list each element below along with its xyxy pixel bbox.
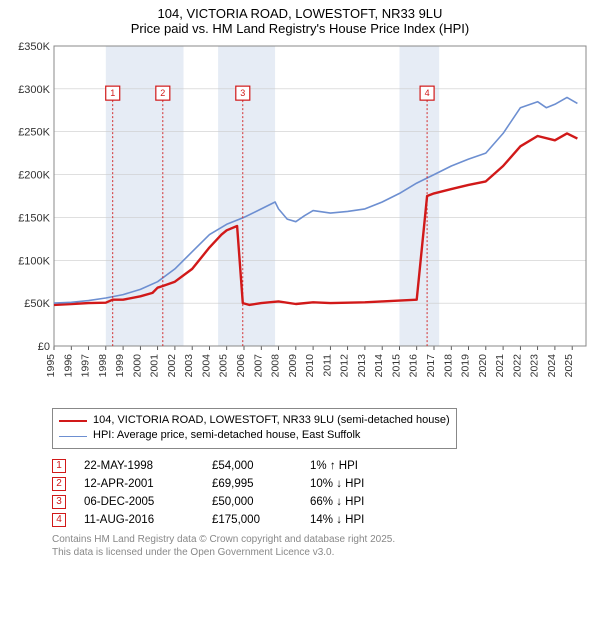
- footnote: Contains HM Land Registry data © Crown c…: [52, 533, 586, 559]
- title-address: 104, VICTORIA ROAD, LOWESTOFT, NR33 9LU: [8, 6, 592, 21]
- transaction-diff: 66% ↓ HPI: [310, 496, 410, 508]
- svg-text:2009: 2009: [287, 354, 299, 378]
- transaction-price: £54,000: [212, 460, 292, 472]
- chart: £0 £50K £100K £150K £200K £250K £300K £350K 1995…: [8, 40, 592, 400]
- svg-text:4: 4: [425, 88, 430, 98]
- svg-text:1996: 1996: [62, 354, 74, 378]
- svg-text:2015: 2015: [390, 354, 402, 378]
- svg-text:2013: 2013: [356, 354, 368, 378]
- svg-text:2020: 2020: [477, 354, 489, 378]
- transaction-row: 2 12-APR-2001 £69,995 10% ↓ HPI: [52, 477, 586, 491]
- legend-row: 104, VICTORIA ROAD, LOWESTOFT, NR33 9LU …: [59, 413, 450, 428]
- legend: 104, VICTORIA ROAD, LOWESTOFT, NR33 9LU …: [52, 408, 457, 449]
- svg-text:2021: 2021: [494, 354, 506, 378]
- svg-text:2025: 2025: [563, 354, 575, 378]
- transaction-diff: 10% ↓ HPI: [310, 478, 410, 490]
- svg-text:2016: 2016: [408, 354, 420, 378]
- transaction-date: 06-DEC-2005: [84, 496, 194, 508]
- svg-text:2019: 2019: [460, 354, 472, 378]
- svg-text:3: 3: [240, 88, 245, 98]
- legend-label: 104, VICTORIA ROAD, LOWESTOFT, NR33 9LU …: [93, 413, 450, 428]
- transaction-marker: 4: [52, 513, 66, 527]
- svg-text:2017: 2017: [425, 354, 437, 378]
- svg-text:2005: 2005: [218, 354, 230, 378]
- svg-text:2003: 2003: [183, 354, 195, 378]
- transaction-price: £175,000: [212, 514, 292, 526]
- legend-label: HPI: Average price, semi-detached house,…: [93, 428, 360, 443]
- svg-text:£50K: £50K: [24, 298, 50, 310]
- svg-text:1: 1: [110, 88, 115, 98]
- svg-text:1998: 1998: [97, 354, 109, 378]
- svg-text:1999: 1999: [114, 354, 126, 378]
- legend-swatch: [59, 436, 87, 437]
- svg-text:2022: 2022: [511, 354, 523, 378]
- svg-text:2: 2: [160, 88, 165, 98]
- svg-text:2006: 2006: [235, 354, 247, 378]
- transaction-price: £69,995: [212, 478, 292, 490]
- chart-svg: £0 £50K £100K £150K £200K £250K £300K £350K 1995…: [8, 40, 592, 400]
- transaction-marker: 3: [52, 495, 66, 509]
- svg-text:2002: 2002: [166, 354, 178, 378]
- svg-text:2018: 2018: [442, 354, 454, 378]
- transaction-row: 3 06-DEC-2005 £50,000 66% ↓ HPI: [52, 495, 586, 509]
- transaction-row: 4 11-AUG-2016 £175,000 14% ↓ HPI: [52, 513, 586, 527]
- svg-text:2012: 2012: [339, 354, 351, 378]
- svg-text:2014: 2014: [373, 354, 385, 378]
- svg-text:2011: 2011: [321, 354, 333, 377]
- svg-text:£300K: £300K: [18, 84, 50, 96]
- svg-text:2008: 2008: [270, 354, 282, 378]
- transaction-marker: 2: [52, 477, 66, 491]
- transaction-table: 1 22-MAY-1998 £54,000 1% ↑ HPI 2 12-APR-2001 £…: [52, 459, 586, 527]
- transaction-marker: 1: [52, 459, 66, 473]
- transaction-diff: 14% ↓ HPI: [310, 514, 410, 526]
- svg-text:1995: 1995: [45, 354, 57, 378]
- svg-text:£350K: £350K: [18, 41, 50, 53]
- svg-text:1997: 1997: [80, 354, 92, 378]
- legend-row: HPI: Average price, semi-detached house,…: [59, 428, 450, 443]
- transaction-row: 1 22-MAY-1998 £54,000 1% ↑ HPI: [52, 459, 586, 473]
- svg-text:2001: 2001: [149, 354, 161, 378]
- title-block: 104, VICTORIA ROAD, LOWESTOFT, NR33 9LU …: [8, 6, 592, 36]
- svg-text:2023: 2023: [529, 354, 541, 378]
- footnote-line1: Contains HM Land Registry data © Crown c…: [52, 533, 586, 546]
- svg-text:2000: 2000: [131, 354, 143, 378]
- svg-text:2004: 2004: [200, 354, 212, 378]
- svg-text:£0: £0: [38, 341, 50, 353]
- legend-swatch: [59, 420, 87, 422]
- title-subtitle: Price paid vs. HM Land Registry's House …: [8, 21, 592, 36]
- transaction-price: £50,000: [212, 496, 292, 508]
- footnote-line2: This data is licensed under the Open Gov…: [52, 546, 586, 559]
- svg-text:£250K: £250K: [18, 127, 50, 139]
- svg-text:2024: 2024: [546, 354, 558, 378]
- svg-text:£150K: £150K: [18, 212, 50, 224]
- transaction-date: 11-AUG-2016: [84, 514, 194, 526]
- transaction-diff: 1% ↑ HPI: [310, 460, 410, 472]
- transaction-date: 12-APR-2001: [84, 478, 194, 490]
- svg-text:2007: 2007: [252, 354, 264, 378]
- transaction-date: 22-MAY-1998: [84, 460, 194, 472]
- svg-text:£200K: £200K: [18, 170, 50, 182]
- svg-text:£100K: £100K: [18, 255, 50, 267]
- svg-text:2010: 2010: [304, 354, 316, 378]
